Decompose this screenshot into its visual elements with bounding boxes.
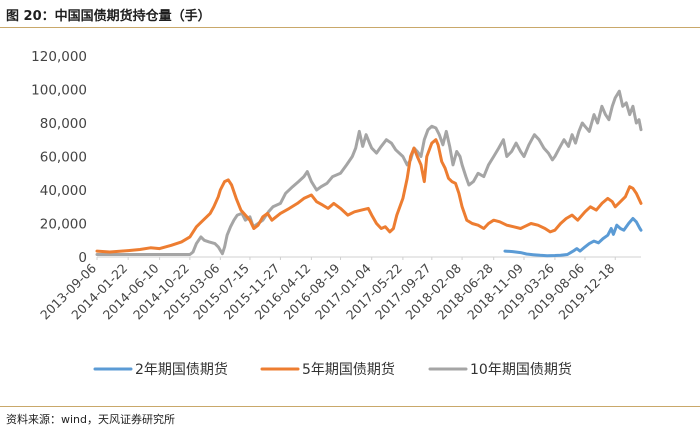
x-axis: 2013-09-062014-01-222014-06-102014-10-22… (37, 256, 641, 322)
footer-divider (0, 406, 700, 407)
legend-item-10y-label: 10年期国债期货 (470, 361, 572, 378)
y-tick-label: 80,000 (40, 116, 87, 132)
legend-item-2y-label: 2年期国债期货 (135, 361, 228, 378)
series-line-2y (503, 217, 643, 258)
y-tick-label: 0 (78, 250, 87, 266)
source-note: 资料来源：wind，天风证券研究所 (6, 413, 176, 426)
title-divider (0, 27, 700, 28)
y-tick-label: 20,000 (40, 217, 87, 233)
y-tick-label: 100,000 (31, 83, 87, 99)
y-tick-label: 40,000 (40, 183, 87, 199)
legend: 2年期国债期货 5年期国债期货 10年期国债期货 (93, 361, 572, 378)
legend-item-5y-label: 5年期国债期货 (302, 361, 395, 378)
y-axis: 0 20,000 40,000 60,000 80,000 100,000 120,000 (31, 49, 87, 266)
series-line-5y (95, 138, 643, 254)
y-tick-label: 60,000 (40, 150, 87, 166)
series-line-10y (95, 89, 643, 256)
figure-title: 图 20：中国国债期货持仓量（手） (6, 9, 211, 24)
series-lines (95, 89, 643, 258)
y-tick-label: 120,000 (31, 49, 87, 65)
line-chart: 020,00040,00060,00080,000100,000120,000 … (31, 49, 643, 378)
